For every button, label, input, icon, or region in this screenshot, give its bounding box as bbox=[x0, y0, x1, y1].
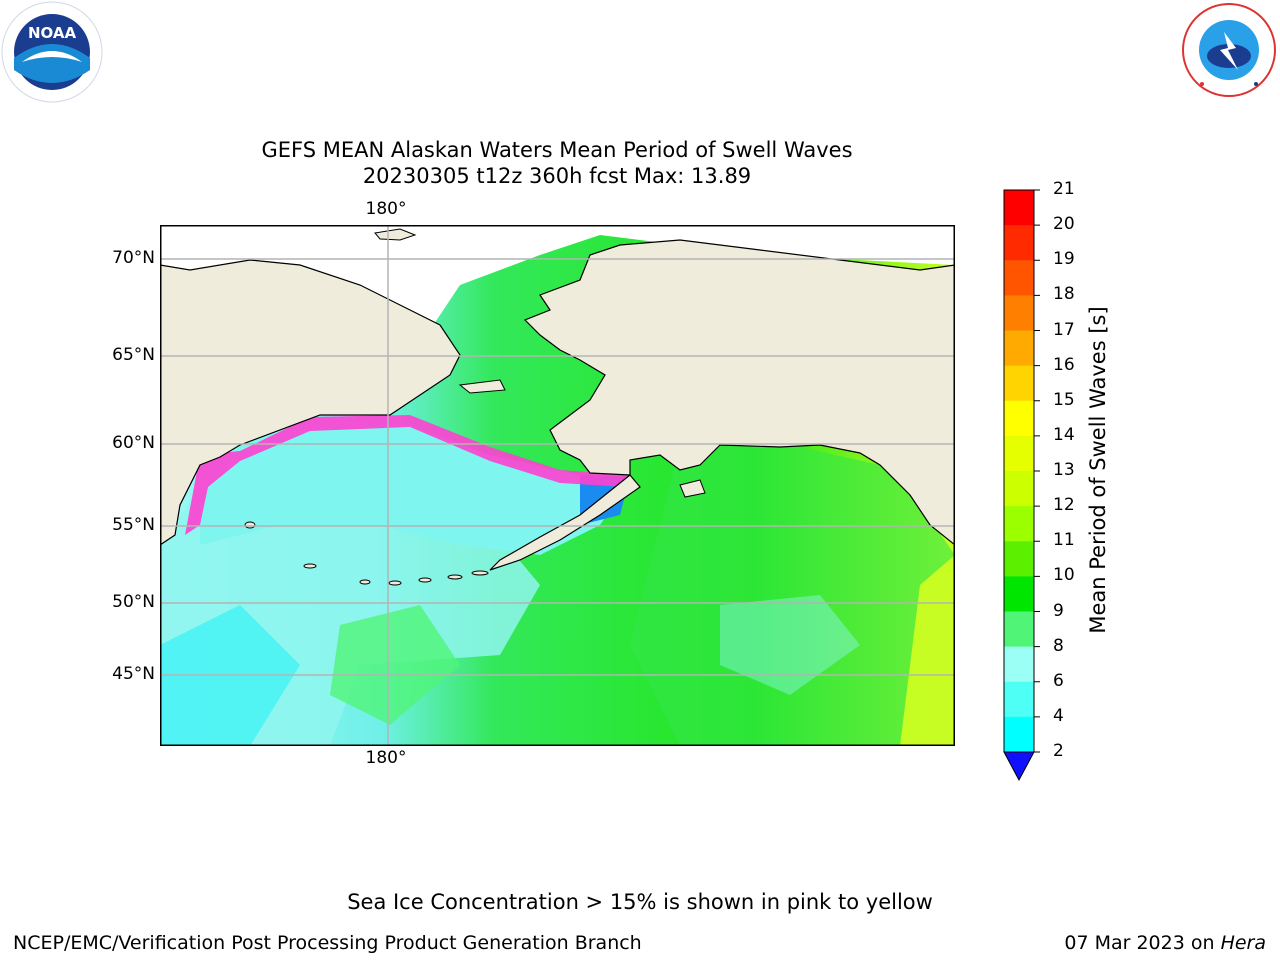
colorbar-swatch bbox=[1004, 681, 1034, 718]
colorbar-tick-label: 8 bbox=[1053, 635, 1064, 656]
colorbar bbox=[1000, 185, 1050, 789]
gulf-swell-region bbox=[630, 445, 955, 746]
colorbar-tick-label: 13 bbox=[1053, 460, 1075, 480]
colorbar-swatch bbox=[1004, 611, 1034, 648]
colorbar-tick-label: 20 bbox=[1053, 214, 1075, 235]
colorbar-tick-label: 16 bbox=[1053, 354, 1075, 375]
land-kodiak-island bbox=[679, 479, 706, 498]
lat-label-70: 70°N bbox=[112, 248, 155, 268]
colorbar-tick-label: 21 bbox=[1053, 179, 1075, 199]
colorbar-swatch bbox=[1004, 400, 1034, 437]
sea-ice-edge bbox=[185, 415, 630, 535]
graticule bbox=[160, 225, 955, 746]
lat-label-60: 60°N bbox=[112, 433, 155, 453]
colorbar-extend-arrow bbox=[1003, 751, 1035, 782]
lon-label-top: 180° bbox=[365, 199, 407, 219]
colorbar-swatch bbox=[1004, 330, 1034, 367]
colorbar-swatch bbox=[1004, 365, 1034, 402]
gulf-cyan-patch bbox=[720, 595, 860, 695]
colorbar-swatch bbox=[1004, 260, 1034, 296]
swell-patch bbox=[330, 605, 460, 725]
lat-label-45: 45°N bbox=[112, 664, 155, 684]
colorbar-tick-label: 12 bbox=[1053, 495, 1075, 516]
colorbar-swatch bbox=[1004, 295, 1034, 331]
colorbar-tick-label: 17 bbox=[1053, 319, 1075, 340]
noaa-logo: NOAA bbox=[0, 0, 104, 108]
colorbar-label: Mean Period of Swell Waves [s] bbox=[1086, 306, 1110, 634]
lat-label-50: 50°N bbox=[112, 592, 155, 612]
colorbar-tick-label: 15 bbox=[1053, 389, 1075, 410]
colorbar-tick-label: 18 bbox=[1053, 284, 1075, 305]
footer-date-text: 07 Mar 2023 on bbox=[1064, 932, 1221, 954]
colorbar-tick-label: 10 bbox=[1053, 565, 1075, 586]
bering-swell-region bbox=[200, 420, 620, 555]
footer-credit: NCEP/EMC/Verification Post Processing Pr… bbox=[13, 932, 642, 954]
colorbar-swatch bbox=[1004, 225, 1034, 261]
map-frame bbox=[160, 225, 955, 746]
colorbar-swatch bbox=[1004, 716, 1034, 753]
aleutian-islands bbox=[244, 521, 489, 586]
land-siberia bbox=[160, 259, 461, 546]
colorbar-tick-label: 6 bbox=[1053, 670, 1064, 691]
colorbar-tick-label: 14 bbox=[1053, 424, 1075, 445]
colorbar-tick-label: 19 bbox=[1053, 249, 1075, 270]
lat-label-55: 55°N bbox=[112, 515, 155, 535]
colorbar-tick-label: 9 bbox=[1053, 600, 1064, 621]
colorbar-swatch bbox=[1004, 576, 1034, 612]
colorbar-tick-label: 11 bbox=[1053, 530, 1075, 551]
lon-label-bottom: 180° bbox=[365, 748, 407, 768]
chart-title: GEFS MEAN Alaskan Waters Mean Period of … bbox=[261, 138, 853, 162]
footer-machine: Hera bbox=[1220, 932, 1266, 954]
land-st-lawrence-island bbox=[458, 379, 506, 394]
colorbar-tick-label: 2 bbox=[1053, 741, 1064, 761]
colorbar-tick-label: 4 bbox=[1053, 705, 1064, 726]
nws-logo bbox=[1178, 0, 1280, 104]
noaa-logo-text: NOAA bbox=[28, 24, 77, 42]
colorbar-swatch bbox=[1004, 541, 1034, 577]
colorbar-swatch bbox=[1004, 471, 1034, 507]
lat-label-65: 65°N bbox=[112, 345, 155, 365]
sea-ice-note: Sea Ice Concentration > 15% is shown in … bbox=[347, 890, 933, 914]
land-alaska bbox=[523, 239, 955, 546]
colorbar-swatch bbox=[1004, 646, 1034, 683]
map-panel bbox=[160, 225, 955, 750]
colorbar-swatch bbox=[1004, 506, 1034, 542]
footer-date: 07 Mar 2023 on Hera bbox=[1064, 932, 1266, 954]
chart-subtitle: 20230305 t12z 360h fcst Max: 13.89 bbox=[362, 164, 752, 188]
land-wrangel-island bbox=[374, 228, 417, 241]
colorbar-swatch bbox=[1004, 190, 1034, 226]
colorbar-swatch bbox=[1004, 435, 1034, 472]
